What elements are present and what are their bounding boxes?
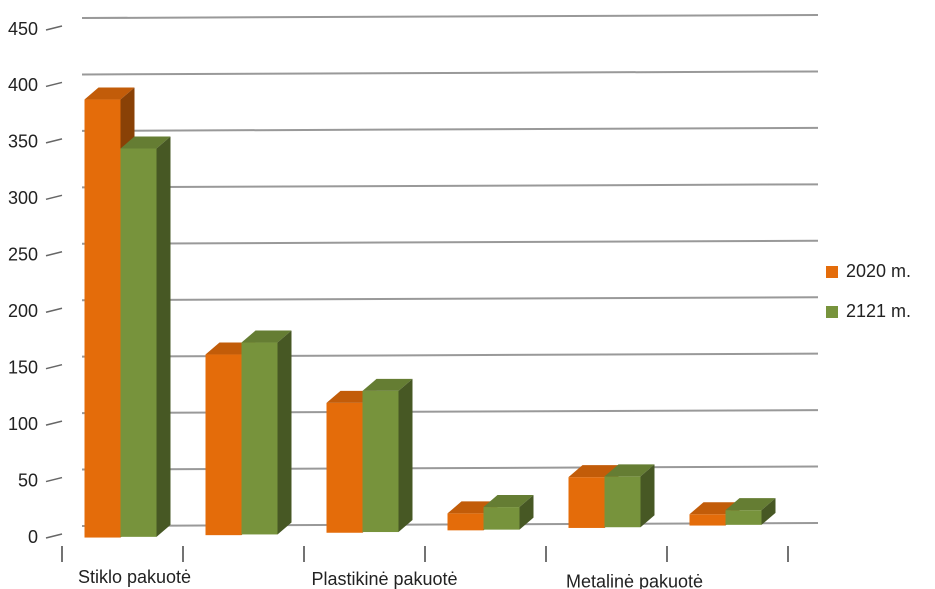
grid-line (81, 239, 819, 245)
bar-top (725, 498, 776, 511)
y-tick-label: 150 (8, 357, 38, 377)
x-tick-label: Stiklo pakuotė (78, 567, 191, 587)
grid-line (81, 70, 819, 76)
bar (604, 476, 641, 528)
bar-top (84, 87, 135, 100)
grid-line (81, 126, 819, 132)
grid-line (81, 14, 819, 19)
bar (725, 510, 762, 525)
bar (84, 99, 121, 538)
bar-top (568, 465, 619, 478)
bar-top (120, 136, 171, 149)
y-tick-label: 350 (8, 132, 38, 152)
y-tick-mark (45, 81, 63, 88)
y-tick-label: 400 (8, 75, 38, 95)
bar-side (398, 378, 413, 533)
grid-line (81, 352, 819, 358)
grid-line (81, 409, 819, 415)
bar (689, 514, 726, 526)
y-tick-label: 450 (8, 19, 38, 39)
y-tick-mark (45, 363, 63, 370)
grid-line (81, 296, 819, 302)
y-tick-mark (45, 420, 63, 426)
y-tick-label: 300 (8, 188, 38, 208)
y-tick-label: 200 (8, 301, 38, 321)
bar (241, 342, 278, 535)
y-tick-mark (45, 138, 63, 144)
y-tick-label: 0 (28, 527, 38, 547)
y-tick-mark (45, 25, 63, 31)
legend-label: 2121 m. (846, 301, 911, 321)
bar (568, 477, 605, 528)
y-tick-label: 250 (8, 245, 38, 265)
bar-top (604, 464, 655, 477)
grid-line (81, 465, 819, 471)
y-tick-mark (45, 476, 63, 483)
bar-side (277, 330, 292, 535)
legend-swatch (826, 306, 838, 318)
y-tick-mark (45, 307, 63, 313)
y-tick-mark (45, 533, 63, 539)
x-tick-label: Metalinė pakuotė (566, 572, 703, 589)
grid-line (81, 183, 819, 189)
bar (447, 513, 484, 531)
bar-side (761, 498, 776, 525)
bar-side (519, 495, 534, 530)
bar-side (640, 464, 655, 528)
y-tick-mark (45, 194, 63, 201)
bar (483, 507, 520, 530)
y-tick-label: 50 (18, 470, 38, 490)
bar (326, 402, 363, 533)
y-tick-label: 100 (8, 414, 38, 434)
x-tick-label: Plastikinė pakuotė (311, 569, 457, 589)
bar-top (483, 495, 534, 508)
bar-top (241, 330, 292, 343)
bar-side (156, 136, 171, 537)
y-tick-mark (45, 251, 63, 257)
legend-swatch (826, 266, 838, 278)
bar (362, 390, 399, 533)
bar (205, 354, 242, 536)
legend-label: 2020 m. (846, 261, 911, 281)
bar-top (362, 378, 413, 391)
bar (120, 148, 157, 537)
